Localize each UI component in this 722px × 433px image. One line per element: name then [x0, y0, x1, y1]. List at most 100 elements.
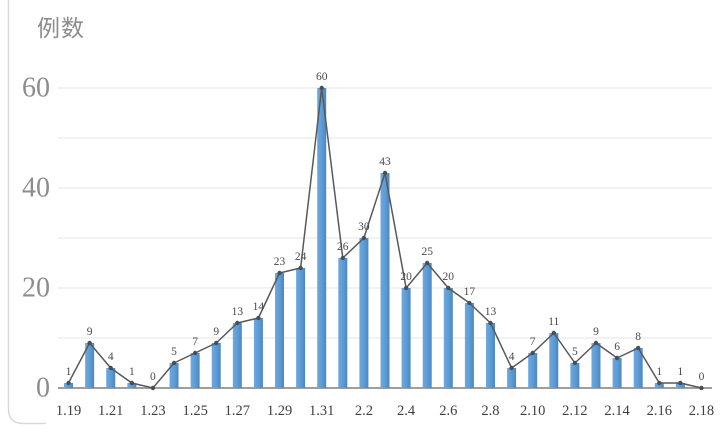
bar-2.14: [612, 358, 622, 388]
data-point-marker: [509, 365, 514, 371]
data-point-label: 20: [443, 271, 455, 283]
y-tick-label: 40: [22, 173, 50, 204]
data-point-label: 4: [509, 351, 515, 363]
data-point-marker: [129, 380, 135, 386]
bar-2.8: [485, 323, 495, 388]
bar-1.22: [127, 383, 137, 388]
bar-2.11: [549, 333, 559, 388]
x-tick-label: 1.27: [225, 403, 250, 419]
data-point-marker: [319, 85, 324, 91]
data-point-marker: [66, 380, 71, 386]
bar-1.30: [296, 268, 306, 388]
data-point-marker: [551, 330, 556, 336]
data-point-label: 14: [253, 301, 265, 313]
bar-1.25: [190, 353, 200, 388]
data-point-marker: [467, 300, 472, 306]
x-tick-label: 2.12: [562, 403, 587, 419]
data-point-label: 25: [421, 246, 433, 258]
data-point-marker: [361, 235, 367, 241]
data-point-marker: [403, 285, 409, 291]
data-point-label: 1: [66, 366, 72, 378]
bar-2.12: [570, 363, 580, 388]
data-point-label: 1: [129, 366, 135, 378]
x-tick-label: 2.14: [604, 403, 630, 419]
data-point-marker: [635, 345, 641, 351]
bar-2.7: [464, 303, 474, 388]
data-point-marker: [530, 350, 535, 356]
bar-2.15: [633, 348, 643, 388]
data-point-label: 13: [485, 306, 497, 318]
x-tick-label: 2.10: [520, 403, 545, 419]
data-point-label: 5: [572, 346, 578, 358]
x-tick-label: 2.16: [647, 403, 672, 419]
data-point-marker: [192, 350, 198, 356]
data-point-label: 9: [87, 326, 93, 338]
x-tick-label: 1.25: [182, 403, 207, 419]
data-point-label: 24: [295, 251, 307, 263]
data-point-marker: [171, 360, 177, 366]
bar-2.16: [654, 383, 664, 388]
data-point-marker: [214, 340, 219, 346]
data-point-marker: [657, 380, 662, 386]
bar-1.24: [169, 363, 179, 388]
x-tick-label: 1.23: [140, 403, 165, 419]
data-point-marker: [150, 385, 156, 391]
bar-2.9: [507, 368, 517, 388]
panel-border-line: [7, 0, 46, 425]
bar-1.20: [85, 343, 95, 388]
x-tick-label: 1.21: [98, 403, 123, 419]
x-tick-label: 2.18: [689, 403, 714, 419]
data-point-label: 20: [400, 271, 412, 283]
data-point-marker: [699, 385, 704, 391]
data-point-label: 60: [316, 71, 328, 83]
data-point-label: 7: [192, 336, 198, 348]
bar-2.10: [528, 353, 538, 388]
bar-2.4: [401, 288, 411, 388]
chart-title: 例数: [37, 15, 85, 41]
data-point-marker: [108, 365, 113, 371]
bar-2.3: [380, 173, 390, 388]
data-point-marker: [277, 270, 282, 276]
x-tick-label: 2.6: [439, 403, 457, 419]
bar-2.2: [359, 238, 369, 388]
bar-1.29: [275, 273, 285, 388]
y-tick-label: 60: [22, 73, 50, 104]
data-point-label: 6: [614, 341, 620, 353]
bar-1.28: [253, 318, 263, 388]
data-point-label: 9: [213, 326, 219, 338]
data-point-marker: [572, 360, 578, 366]
bar-2.17: [675, 383, 685, 388]
bar-1.19: [64, 383, 74, 388]
data-point-label: 0: [150, 371, 156, 383]
y-tick-label: 0: [36, 373, 50, 404]
bar-2.1: [338, 258, 348, 388]
data-point-label: 0: [699, 371, 705, 383]
data-point-marker: [87, 340, 92, 346]
x-tick-label: 2.2: [355, 403, 373, 419]
data-point-label: 43: [379, 156, 391, 168]
bar-1.26: [211, 343, 221, 388]
data-point-marker: [382, 170, 388, 176]
x-tick-label: 1.31: [309, 403, 334, 419]
data-point-marker: [446, 285, 451, 291]
data-point-label: 8: [635, 331, 641, 343]
data-point-marker: [593, 340, 599, 346]
data-point-label: 7: [530, 336, 536, 348]
data-point-label: 26: [337, 241, 349, 253]
data-point-marker: [235, 320, 240, 326]
data-point-label: 4: [108, 351, 114, 363]
bar-1.21: [106, 368, 116, 388]
data-point-marker: [340, 255, 346, 261]
bar-1.31: [317, 88, 327, 388]
data-point-label: 5: [171, 346, 177, 358]
data-point-marker: [424, 260, 430, 266]
data-point-label: 1: [656, 366, 662, 378]
data-point-label: 23: [274, 256, 286, 268]
data-point-marker: [678, 380, 683, 386]
data-point-marker: [298, 265, 303, 271]
data-point-label: 30: [358, 221, 370, 233]
bar-1.27: [232, 323, 242, 388]
